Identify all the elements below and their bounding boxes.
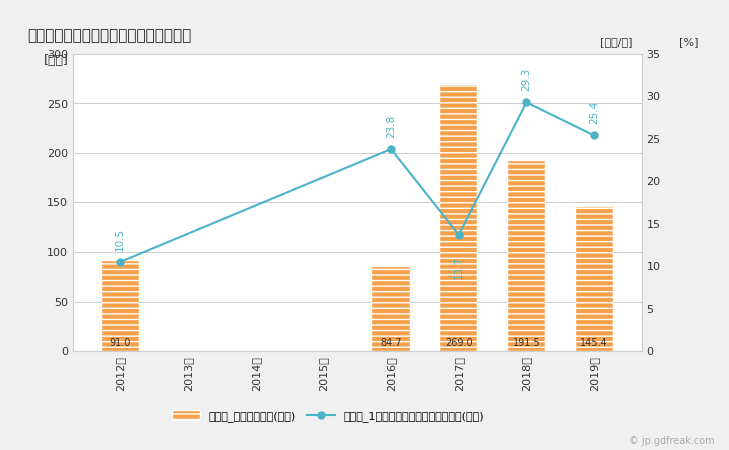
Text: © jp.gdfreak.com: © jp.gdfreak.com: [629, 436, 714, 446]
Legend: 産業用_工事費予定額(左軸), 産業用_1平米当たり平均工事費予定額(右軸): 産業用_工事費予定額(左軸), 産業用_1平米当たり平均工事費予定額(右軸): [168, 406, 488, 427]
Bar: [440, 85, 477, 351]
Bar: [373, 267, 410, 351]
Text: 13.7: 13.7: [453, 256, 464, 279]
Text: 269.0: 269.0: [445, 338, 472, 348]
Text: 191.5: 191.5: [512, 338, 540, 348]
Text: 産業用建築物の工事費予定額合計の推移: 産業用建築物の工事費予定額合計の推移: [28, 28, 192, 43]
Text: 84.7: 84.7: [381, 338, 402, 348]
Text: [万円/㎡]: [万円/㎡]: [600, 37, 632, 47]
Text: 91.0: 91.0: [109, 338, 131, 348]
Text: 23.8: 23.8: [386, 115, 396, 138]
Text: 10.5: 10.5: [115, 228, 125, 251]
Bar: [101, 261, 139, 351]
Text: [%]: [%]: [679, 37, 698, 47]
Text: 29.3: 29.3: [521, 68, 531, 91]
Text: 145.4: 145.4: [580, 338, 608, 348]
Text: 25.4: 25.4: [589, 101, 599, 124]
Bar: [575, 207, 613, 351]
Bar: [508, 162, 545, 351]
Text: [億円]: [億円]: [44, 54, 69, 67]
